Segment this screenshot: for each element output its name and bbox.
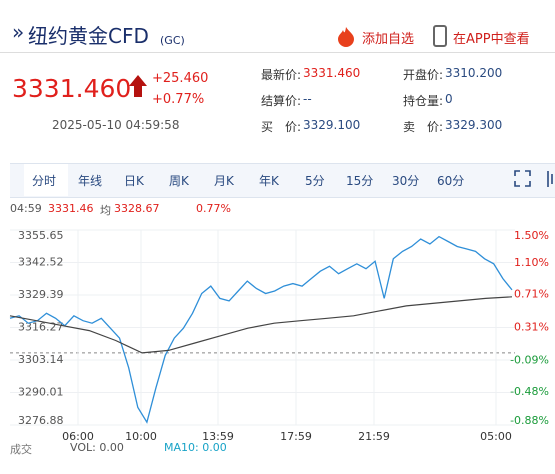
info-avg: 3328.67 — [114, 202, 160, 215]
tab[interactable]: 年线 — [78, 174, 103, 188]
active-tab-bg — [24, 164, 68, 196]
tab[interactable]: 周K — [169, 174, 189, 188]
y-tick-label: 3290.01 — [18, 385, 64, 398]
y-tick-label: 3355.65 — [18, 229, 64, 242]
y2-tick-label: 0.71% — [514, 288, 549, 301]
x-tick-label: 06:00 — [62, 430, 94, 443]
vol: VOL: 0.00 — [70, 441, 124, 454]
field-value: -- — [303, 92, 312, 106]
tab[interactable]: 年K — [259, 174, 279, 188]
field-label: 持仓量: — [403, 94, 444, 108]
price-line — [9, 235, 513, 424]
x-tick-label: 13:59 — [202, 430, 234, 443]
title-prefix: » — [12, 20, 25, 44]
y-tick-label: 3303.14 — [18, 353, 64, 366]
app-link[interactable]: 在APP中查看 — [453, 32, 530, 47]
title: 纽约黄金CFD — [28, 24, 149, 48]
change: +25.460 — [152, 71, 209, 86]
x-tick-label: 05:00 — [480, 430, 512, 443]
change-pct: +0.77% — [152, 92, 205, 107]
tool-icons — [514, 170, 553, 187]
tab[interactable]: 日K — [124, 174, 144, 188]
tab[interactable]: 15分 — [346, 174, 374, 188]
ma10: MA10: 0.00 — [164, 441, 227, 454]
divider — [0, 52, 555, 53]
info-price: 3331.46 — [48, 202, 94, 215]
info-time: 04:59 — [10, 202, 42, 215]
timestamp: 2025-05-10 04:59:58 — [52, 118, 180, 132]
tab[interactable]: 5分 — [305, 174, 325, 188]
field-label: 结算价: — [261, 94, 302, 108]
info-avg-label: 均 — [100, 204, 111, 217]
field-value: 3329.300 — [445, 118, 503, 132]
x-tick-label: 17:59 — [280, 430, 312, 443]
field-value: 3329.100 — [303, 118, 361, 132]
price-line — [9, 296, 513, 354]
y2-tick-label: -0.09% — [510, 353, 549, 366]
info-pct: 0.77% — [196, 202, 231, 215]
y-tick-label: 3276.88 — [18, 414, 64, 427]
add-watch[interactable]: 添加自选 — [362, 32, 415, 47]
field-value: 3310.200 — [445, 66, 503, 80]
y2-tick-label: -0.88% — [510, 414, 549, 427]
field-label: 买 价: — [261, 120, 302, 134]
code: (GC) — [160, 34, 185, 47]
tab-bar — [10, 163, 555, 198]
price: 3331.460 — [12, 74, 132, 103]
phone-icon — [433, 25, 447, 47]
flame-icon — [338, 27, 354, 47]
y2-tick-label: 1.50% — [514, 229, 549, 242]
field-label: 开盘价: — [403, 68, 444, 82]
tab[interactable]: 30分 — [392, 174, 420, 188]
x-tick-label: 21:59 — [358, 430, 390, 443]
y-tick-label: 3316.27 — [18, 320, 64, 333]
y-tick-label: 3329.39 — [18, 288, 64, 301]
field-value: 0 — [445, 92, 453, 106]
y2-tick-label: 1.10% — [514, 256, 549, 269]
y2-tick-label: 0.31% — [514, 321, 549, 334]
tab[interactable]: 分时 — [32, 174, 57, 188]
vol-label: 成交 — [10, 443, 32, 456]
x-tick-label: 10:00 — [125, 430, 157, 443]
tab[interactable]: 月K — [214, 174, 234, 188]
field-value: 3331.460 — [303, 66, 361, 80]
up-arrow — [129, 75, 147, 97]
y-tick-label: 3342.52 — [18, 256, 64, 269]
field-label: 最新价: — [261, 68, 302, 82]
field-label: 卖 价: — [403, 120, 444, 134]
tab[interactable]: 60分 — [437, 174, 465, 188]
y2-tick-label: -0.48% — [510, 385, 549, 398]
